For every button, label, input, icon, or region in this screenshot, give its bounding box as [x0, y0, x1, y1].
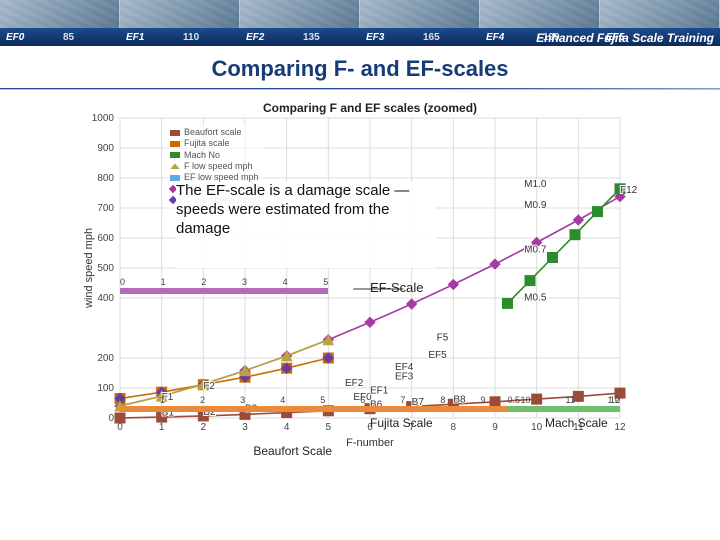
- ef3-thumb: [360, 0, 480, 28]
- mach-scale-ruler: 0.51.0: [508, 406, 621, 412]
- ef1-thumb: [120, 0, 240, 28]
- damage-callout-box: The EF-scale is a damage scale — speeds …: [176, 182, 436, 268]
- ef4-thumb: [480, 0, 600, 28]
- chart-stage: 0100200400500600700800900100001234567891…: [20, 98, 700, 528]
- mach-scale-label: Mach Scale: [545, 416, 608, 430]
- ef-label-ef0: EF0: [0, 32, 63, 43]
- ef5-thumb: [600, 0, 720, 28]
- damage-callout-text: The EF-scale is a damage scale — speeds …: [176, 182, 436, 238]
- ef-label-ef3: EF3: [360, 32, 423, 43]
- ef-speed-0: 85: [63, 32, 120, 43]
- legend-item: Mach No: [170, 150, 259, 161]
- legend-item: Beaufort scale: [170, 127, 259, 138]
- banner-image-strip: [0, 0, 720, 28]
- banner-title: Enhanced Fujita Scale Training: [536, 31, 714, 45]
- ef-label-ef4: EF4: [480, 32, 543, 43]
- ef-scale-callout: EF-Scale: [370, 280, 423, 295]
- plot-area: 0100200400500600700800900100001234567891…: [80, 98, 640, 458]
- ef-speed-2: 135: [303, 32, 360, 43]
- ef2-thumb: [240, 0, 360, 28]
- legend-item: F low speed mph: [170, 161, 259, 172]
- slide-title: Comparing F- and EF-scales: [0, 56, 720, 82]
- ef-speed-1: 110: [183, 32, 240, 43]
- ef-label-ef1: EF1: [120, 32, 183, 43]
- ef-scale-ruler: 012345: [120, 288, 328, 294]
- ef-speed-3: 165: [423, 32, 480, 43]
- legend-item: Fujita scale: [170, 138, 259, 149]
- banner: EF085EF1110EF2135EF3165EF4199EF5 Enhance…: [0, 0, 720, 46]
- ef-label-ef2: EF2: [240, 32, 303, 43]
- fujita-scale-label: Fujita Scale: [370, 416, 433, 430]
- title-underline: [0, 88, 720, 90]
- beaufort-scale-label: Beaufort Scale: [253, 444, 332, 458]
- ef0-thumb: [0, 0, 120, 28]
